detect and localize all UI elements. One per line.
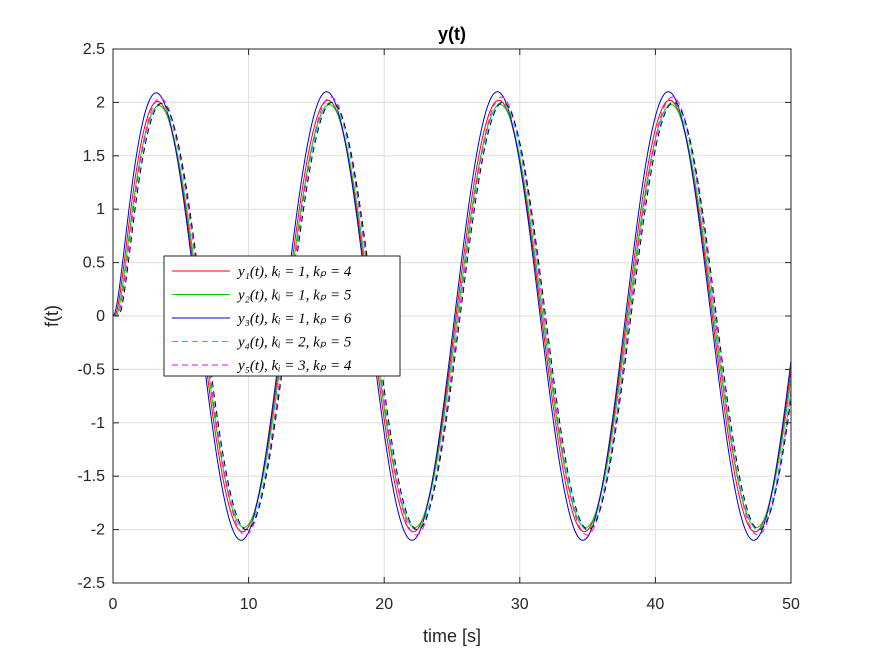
y-tick-label: -1.5 xyxy=(77,468,105,485)
x-tick-label: 10 xyxy=(240,596,258,613)
y-tick-label: 1 xyxy=(96,201,105,218)
y-tick-label: 2.5 xyxy=(83,41,105,58)
chart-title: y(t) xyxy=(438,24,466,44)
legend-label-4: y₄(t), kᵢ = 2, kₚ = 5 xyxy=(236,335,352,351)
legend-label-3: y₃(t), kᵢ = 1, kₚ = 6 xyxy=(236,311,352,327)
y-tick-label: -1 xyxy=(91,415,105,432)
series-line-1 xyxy=(113,99,792,533)
series-line-reference xyxy=(113,101,792,531)
y-tick-label: -2 xyxy=(91,522,105,539)
legend-label-2: y₂(t), kᵢ = 1, kₚ = 5 xyxy=(236,288,352,304)
y-tick-label: 0 xyxy=(96,308,105,325)
legend-box xyxy=(163,255,401,377)
legend: y₁(t), kᵢ = 1, kₚ = 4 y₂(t), kᵢ = 1, kₚ =… xyxy=(163,255,401,377)
x-axis-label: time [s] xyxy=(423,626,481,646)
y-axis-label: f(t) xyxy=(42,305,62,327)
ticks xyxy=(112,48,792,584)
x-tick-label: 30 xyxy=(511,596,529,613)
legend-entries: y₁(t), kᵢ = 1, kₚ = 4 y₂(t), kᵢ = 1, kₚ =… xyxy=(172,264,352,374)
x-tick-label: 50 xyxy=(782,596,800,613)
y-tick-label: -2.5 xyxy=(77,575,105,592)
y-tick-label: 0.5 xyxy=(83,255,105,272)
x-tick-label: 20 xyxy=(375,596,393,613)
y-tick-labels: 2.5 2 1.5 1 0.5 0 -0.5 -1 -1.5 -2 -2.5 xyxy=(77,41,105,592)
y-tick-label: -0.5 xyxy=(77,361,105,378)
y-tick-label: 2 xyxy=(96,94,105,111)
y-tick-label: 1.5 xyxy=(83,148,105,165)
series-layer xyxy=(112,91,792,541)
series-line-5 xyxy=(113,96,792,536)
legend-label-5: y₅(t), kᵢ = 3, kₚ = 4 xyxy=(236,358,352,374)
x-tick-label: 40 xyxy=(647,596,665,613)
legend-label-1: y₁(t), kᵢ = 1, kₚ = 4 xyxy=(236,264,352,280)
plot-area: 0 10 20 30 40 50 2.5 2 1.5 1 0.5 0 -0.5 -1 -1.5 -2 -2.5 xyxy=(77,41,800,613)
x-tick-labels: 0 10 20 30 40 50 xyxy=(109,596,800,613)
x-tick-label: 0 xyxy=(109,596,118,613)
